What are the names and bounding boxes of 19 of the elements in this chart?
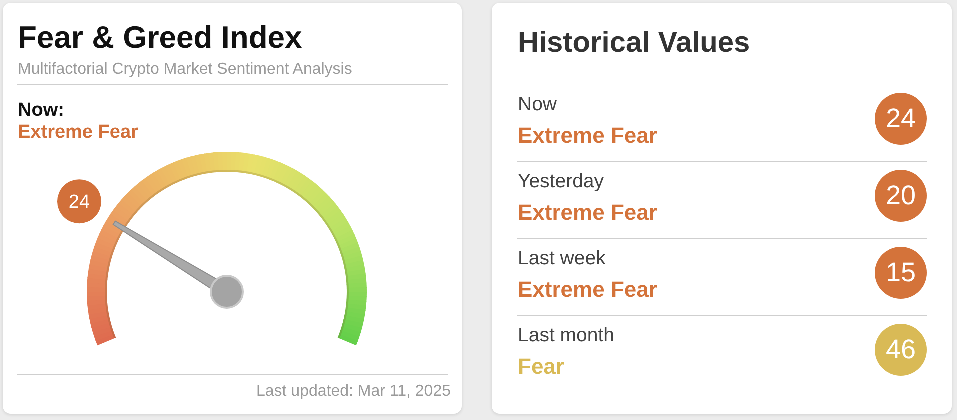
text: Extreme Fear: [518, 200, 658, 226]
text: Extreme Fear: [18, 122, 138, 144]
text: Multifactorial Crypto Market Sentiment Analysis: [18, 60, 352, 79]
text: Now:: [18, 100, 64, 122]
data-label: 46: [886, 334, 916, 364]
category-label: Last week: [518, 247, 606, 270]
category-label: Yesterday: [518, 170, 604, 192]
text: Last updated: Mar 11, 2025: [256, 382, 451, 401]
data-label: 24: [886, 103, 916, 134]
data-label: 15: [886, 257, 916, 288]
data-label: 24: [68, 192, 90, 213]
category-label: Last month: [518, 324, 614, 346]
text: Historical Values: [518, 26, 750, 60]
text: Extreme Fear: [518, 277, 658, 302]
text: Fear: [518, 354, 565, 380]
data-label: 20: [886, 180, 916, 210]
text: Fear & Greed Index: [18, 20, 302, 56]
category-label: Now: [518, 93, 558, 116]
text: Extreme Fear: [518, 123, 658, 148]
